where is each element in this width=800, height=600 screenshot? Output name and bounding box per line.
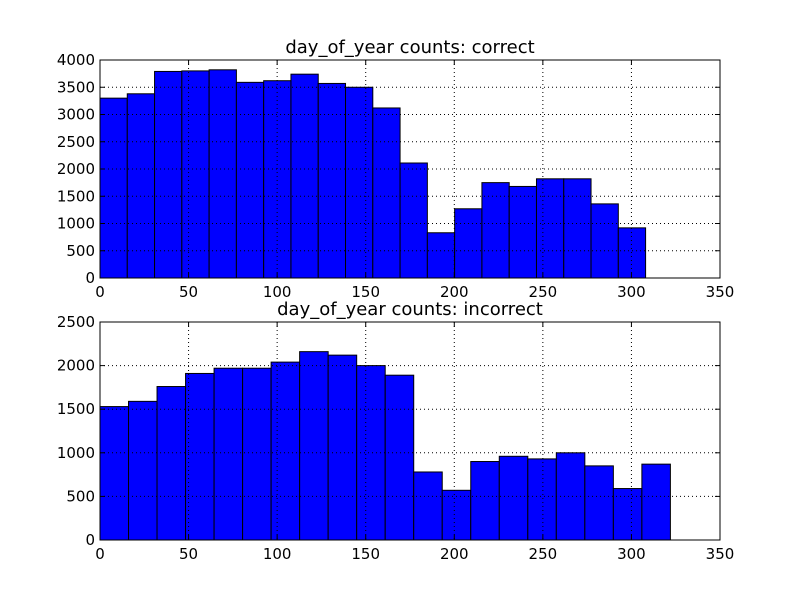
bar — [235, 81, 265, 279]
bar — [590, 203, 619, 279]
y-axis-incorrect: 0 500 1000 1500 2000 2500 — [57, 313, 720, 549]
bar — [612, 488, 643, 541]
y-tick-label: 2000 — [57, 160, 95, 178]
bar — [535, 178, 565, 279]
bar — [470, 461, 500, 541]
bar — [441, 489, 472, 541]
bar — [181, 70, 210, 279]
x-tick-label: 150 — [351, 283, 380, 301]
y-tick-label: 2500 — [57, 313, 95, 331]
x-tick-label: 100 — [263, 545, 292, 563]
bar — [99, 97, 128, 279]
y-tick-label: 500 — [66, 487, 95, 505]
y-tick-label: 0 — [85, 531, 95, 549]
plot-frame-incorrect — [99, 321, 721, 541]
y-tick-label: 4000 — [57, 51, 95, 69]
bar — [413, 471, 443, 541]
x-tick-label: 250 — [529, 283, 558, 301]
y-axis-correct: 0 500 1000 1500 2000 2500 3000 3500 4000 — [57, 51, 720, 287]
bar — [563, 178, 592, 279]
x-axis-incorrect: 0 50 100 150 200 250 300 350 — [95, 322, 734, 563]
x-tick-label: 50 — [179, 545, 198, 563]
x-tick-label: 200 — [440, 545, 469, 563]
chart-panel-correct: day_of_year counts: correct 0 50 100 150 200… — [57, 37, 735, 301]
bar — [584, 465, 614, 541]
bar — [399, 162, 428, 279]
y-tick-label: 1000 — [57, 444, 95, 462]
chart-panel-incorrect: day_of_year counts: incorrect 0 50 100 150 2… — [57, 299, 735, 563]
bar — [270, 361, 301, 541]
x-tick-label: 300 — [617, 545, 646, 563]
bar — [508, 185, 537, 279]
x-tick-label: 350 — [706, 545, 735, 563]
y-tick-label: 3000 — [57, 106, 95, 124]
bar — [154, 70, 183, 279]
y-tick-label: 1500 — [57, 187, 95, 205]
bar — [345, 86, 374, 279]
y-tick-label: 0 — [85, 269, 95, 287]
x-tick-label: 50 — [179, 283, 198, 301]
y-tick-label: 2500 — [57, 133, 95, 151]
bar — [454, 208, 483, 279]
bar — [128, 400, 158, 541]
bar — [372, 107, 401, 279]
bar-series-correct — [99, 69, 647, 279]
bar — [498, 455, 529, 541]
y-tick-label: 2000 — [57, 357, 95, 375]
chart-title-incorrect: day_of_year counts: incorrect — [277, 299, 543, 320]
bar — [299, 351, 329, 541]
bar — [481, 182, 510, 279]
bar — [126, 93, 156, 279]
y-tick-label: 1000 — [57, 215, 95, 233]
x-axis-correct: 0 50 100 150 200 250 300 350 — [95, 60, 734, 301]
bar — [384, 374, 415, 541]
bar — [242, 367, 272, 541]
bar — [527, 458, 557, 541]
bar — [641, 463, 671, 541]
bar — [290, 73, 319, 279]
bar — [617, 227, 647, 279]
bar — [317, 82, 347, 279]
y-tick-label: 3500 — [57, 78, 95, 96]
x-tick-label: 200 — [440, 283, 469, 301]
bar — [156, 386, 187, 541]
x-tick-label: 100 — [263, 283, 292, 301]
x-tick-label: 0 — [95, 283, 105, 301]
bar — [213, 367, 244, 541]
x-tick-label: 150 — [351, 545, 380, 563]
bar — [208, 69, 237, 279]
chart-title-correct: day_of_year counts: correct — [285, 37, 534, 58]
x-tick-label: 0 — [95, 545, 105, 563]
y-tick-label: 500 — [66, 242, 95, 260]
bar — [426, 232, 456, 279]
bar — [327, 354, 358, 541]
bar — [99, 406, 130, 541]
x-tick-label: 300 — [617, 283, 646, 301]
x-tick-label: 350 — [706, 283, 735, 301]
bar-series-incorrect — [99, 351, 671, 541]
y-tick-label: 1500 — [57, 400, 95, 418]
x-tick-label: 250 — [529, 545, 558, 563]
bar — [185, 372, 215, 541]
